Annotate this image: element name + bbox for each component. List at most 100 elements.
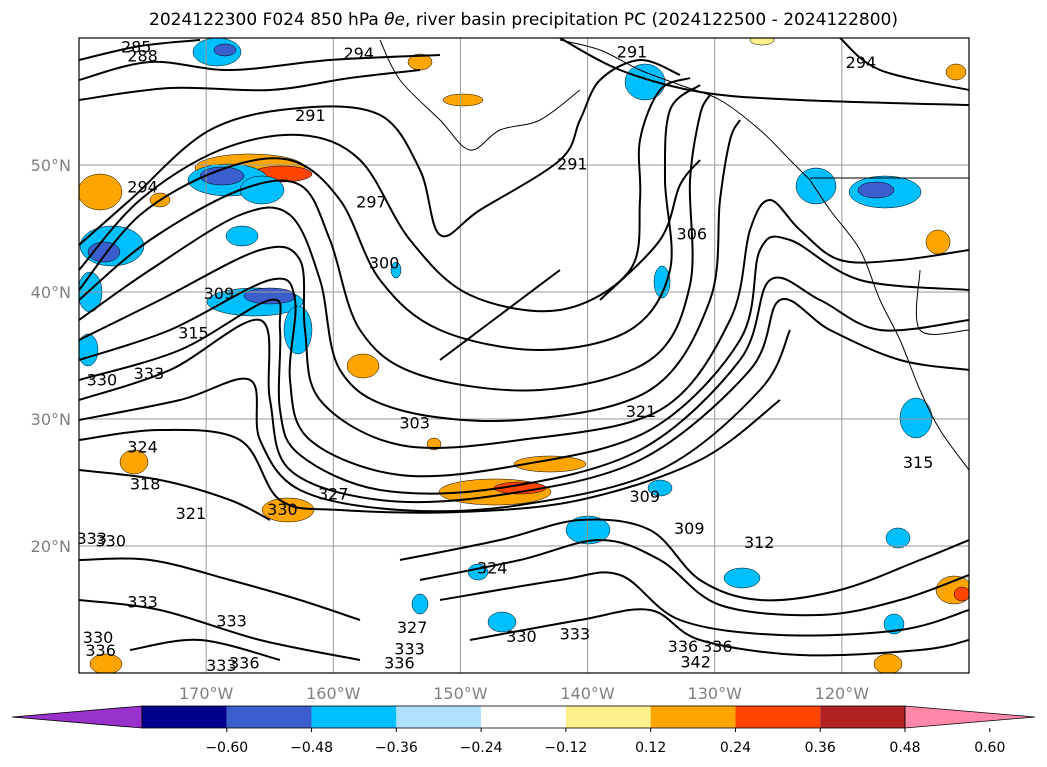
colorbar-segment bbox=[565, 706, 651, 728]
theta-e-contour bbox=[79, 94, 711, 392]
contour-label: 324 bbox=[477, 558, 508, 577]
colorbar-segment bbox=[735, 706, 821, 728]
coastline bbox=[559, 39, 811, 181]
theta-e-contour bbox=[469, 608, 969, 657]
precip-patch bbox=[624, 63, 666, 101]
theta-e-contour bbox=[439, 269, 561, 361]
contour-label: 342 bbox=[680, 652, 711, 671]
contour-label: 300 bbox=[369, 254, 400, 273]
colorbar-tick-label: 0.60 bbox=[974, 740, 1005, 756]
contour-label: 291 bbox=[557, 155, 588, 174]
contour-label: 318 bbox=[130, 475, 161, 494]
theta-e-contour bbox=[79, 469, 271, 521]
precip-patch bbox=[723, 567, 761, 589]
contour-label: 333 bbox=[216, 612, 247, 631]
theta-e-contour bbox=[559, 38, 969, 106]
theta-e-contour bbox=[439, 571, 969, 637]
contour-label: 333 bbox=[76, 529, 107, 548]
contour-label: 291 bbox=[617, 43, 648, 62]
contour-label: 330 bbox=[87, 370, 118, 389]
precip-patch bbox=[899, 397, 933, 439]
colorbar-tick-label: −0.48 bbox=[290, 740, 333, 756]
title-prefix: 2024122300 F024 850 hPa bbox=[149, 10, 385, 30]
precip-patch bbox=[213, 43, 237, 57]
theta-e-contour bbox=[79, 77, 691, 313]
contour-label: 330 bbox=[506, 627, 537, 646]
contour-label: 312 bbox=[744, 533, 775, 552]
precip-patch bbox=[283, 305, 313, 355]
contour-label: 333 bbox=[206, 656, 237, 675]
lat-tick-label: 30°N bbox=[31, 410, 71, 429]
contour-label: 309 bbox=[674, 519, 705, 538]
lon-tick-label: 120°W bbox=[815, 684, 870, 703]
coastline bbox=[379, 39, 581, 151]
contour-label: 336 bbox=[384, 654, 415, 673]
colorbar-tick-label: 0.48 bbox=[889, 740, 920, 756]
contour-label: 309 bbox=[630, 487, 661, 506]
precip-patch bbox=[883, 613, 905, 635]
contour-label: 330 bbox=[96, 532, 127, 551]
precip-patch bbox=[885, 527, 911, 549]
contour-label: 330 bbox=[267, 500, 298, 519]
chart-title: 2024122300 F024 850 hPa θe, river basin … bbox=[0, 10, 1047, 30]
contour-label: 291 bbox=[295, 106, 326, 125]
gridlines bbox=[79, 38, 969, 673]
colorbar-segment bbox=[311, 706, 397, 728]
theta-e-contour bbox=[839, 38, 969, 91]
colorbar-segment bbox=[142, 706, 227, 728]
precip-patch bbox=[953, 586, 969, 602]
theta-e-contour bbox=[79, 599, 361, 661]
precip-patch bbox=[749, 38, 775, 46]
precip-patch bbox=[89, 653, 123, 673]
contour-label: 306 bbox=[677, 224, 708, 243]
contour-label: 297 bbox=[356, 193, 387, 212]
theta-e-contour bbox=[79, 69, 421, 101]
colorbar-frame bbox=[141, 705, 906, 729]
theta-e-contours bbox=[79, 38, 969, 661]
precip-patch bbox=[925, 229, 951, 255]
colorbar-segment bbox=[396, 706, 482, 728]
precip-shading bbox=[79, 38, 969, 673]
colorbar-segment bbox=[820, 706, 905, 728]
contour-label: 303 bbox=[399, 414, 430, 433]
precip-patch bbox=[795, 167, 837, 205]
lon-tick-label: 170°W bbox=[179, 684, 234, 703]
colorbar-tick-label: −0.12 bbox=[544, 740, 587, 756]
colorbar-segment bbox=[226, 706, 312, 728]
coastlines bbox=[379, 39, 969, 471]
precip-patch bbox=[411, 593, 429, 615]
precip-patch bbox=[647, 479, 673, 497]
contour-label: 315 bbox=[903, 453, 934, 472]
theta-e-contour bbox=[79, 54, 441, 81]
theta-e-contour bbox=[79, 235, 969, 478]
theta-e-contour bbox=[129, 638, 281, 661]
lat-tick-label: 50°N bbox=[31, 156, 71, 175]
precip-patch bbox=[225, 225, 259, 247]
colorbar-tick-label: −0.24 bbox=[460, 740, 503, 756]
contour-label: 336 bbox=[702, 637, 733, 656]
colorbar-tick-label: 0.24 bbox=[720, 740, 751, 756]
lat-tick-label: 40°N bbox=[31, 283, 71, 302]
contour-label: 294 bbox=[343, 44, 374, 63]
precip-patch bbox=[653, 265, 671, 299]
colorbar-tick-label: −0.60 bbox=[205, 740, 248, 756]
contour-label: 330 bbox=[83, 628, 114, 647]
precip-patch bbox=[243, 287, 297, 305]
contour-label: 321 bbox=[626, 402, 657, 421]
contour-label: 333 bbox=[560, 624, 591, 643]
contour-label: 285 bbox=[121, 38, 152, 57]
contour-label: 327 bbox=[318, 485, 349, 504]
contour-label: 315 bbox=[178, 323, 209, 342]
precip-patch bbox=[857, 181, 895, 199]
precip-patch bbox=[442, 93, 484, 107]
colorbar-extend-high bbox=[904, 705, 1036, 729]
coastline bbox=[809, 179, 969, 471]
precip-patch bbox=[390, 261, 402, 279]
colorbar-tick-label: 0.36 bbox=[805, 740, 836, 756]
precip-patch bbox=[79, 173, 123, 211]
map-frame bbox=[78, 37, 970, 674]
contour-label: 333 bbox=[394, 640, 425, 659]
contour-label: 333 bbox=[127, 593, 158, 612]
